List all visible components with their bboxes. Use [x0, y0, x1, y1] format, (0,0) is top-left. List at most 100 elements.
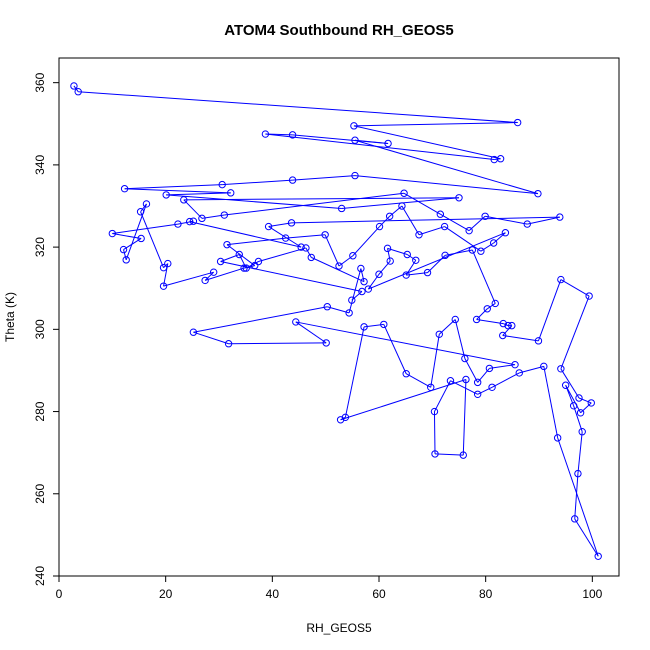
data-point [441, 251, 449, 260]
series-segment [220, 261, 363, 293]
data-point [499, 319, 507, 328]
data-point [349, 252, 357, 260]
series-segment [354, 175, 538, 195]
series-segment [476, 308, 488, 320]
series-segment [354, 139, 539, 195]
data-point [477, 247, 485, 255]
series-segment [491, 372, 520, 388]
data-point [120, 185, 129, 193]
series-segment [340, 379, 467, 421]
series-segment [265, 133, 293, 136]
series-segment [462, 379, 467, 456]
data-point [323, 303, 331, 311]
x-tick-label: 60 [372, 587, 386, 601]
series-segment [493, 232, 506, 244]
series-segment [434, 380, 451, 412]
data-point [569, 402, 578, 410]
series-segment [112, 233, 142, 239]
data-point [490, 155, 498, 164]
series-segment [265, 133, 495, 161]
data-point [159, 263, 168, 272]
data-point [430, 407, 439, 416]
data-point [540, 362, 548, 371]
y-tick-label: 280 [33, 401, 47, 421]
data-point [402, 271, 410, 279]
series-segment [204, 267, 245, 281]
series-segment [560, 295, 590, 369]
data-point [189, 217, 198, 225]
series-segment [433, 411, 436, 454]
series-segment [112, 223, 179, 235]
data-point [136, 208, 145, 216]
series-segment [295, 321, 327, 344]
data-point [198, 214, 206, 223]
series-segment [201, 214, 225, 219]
data-point [511, 360, 519, 369]
data-point [386, 257, 394, 265]
data-point [515, 369, 523, 377]
series-segment [166, 192, 231, 196]
series-segment [295, 321, 516, 366]
series-segment [78, 91, 518, 124]
series-segment [140, 211, 164, 268]
series-segment [327, 306, 350, 314]
data-point [292, 318, 300, 326]
data-point [142, 200, 151, 208]
series-segment [123, 249, 127, 260]
x-axis-label: RH_GEOS5 [306, 621, 372, 635]
data-point [119, 245, 128, 254]
series-segment [502, 325, 513, 336]
data-point [351, 136, 359, 144]
series-segment [226, 244, 256, 267]
data-point [264, 222, 273, 231]
data-point [180, 196, 188, 204]
series-segment [440, 213, 470, 232]
data-point [345, 309, 353, 317]
data-point [351, 171, 359, 180]
series-segment [430, 334, 440, 388]
data-point [459, 451, 467, 459]
data-point [261, 130, 270, 138]
series-segment [401, 205, 420, 236]
data-point [501, 229, 510, 237]
data-point [473, 390, 482, 398]
data-point [348, 296, 356, 304]
series-segment [189, 221, 302, 248]
data-point [235, 250, 243, 259]
y-axis: 240 260 280 300 320 340 360 [33, 72, 60, 586]
data-point [122, 256, 130, 264]
data-point [74, 88, 82, 96]
data-point [307, 253, 315, 262]
series-segment [228, 342, 327, 345]
data-point [251, 261, 259, 270]
data-point [594, 552, 602, 560]
y-tick-label: 340 [33, 155, 47, 175]
data-point [384, 139, 392, 148]
series-segment [560, 368, 580, 399]
data-point [302, 244, 310, 252]
data-point [383, 244, 392, 253]
data-point [491, 299, 499, 308]
data-point [70, 82, 78, 90]
data-point [209, 268, 218, 276]
series-segment [291, 216, 560, 224]
data-point [513, 118, 522, 127]
series-segment [348, 268, 362, 314]
data-point [412, 256, 420, 264]
series-segment [226, 237, 286, 246]
data-point [534, 337, 543, 345]
data-point [574, 469, 582, 478]
data-point [461, 354, 469, 363]
series-segment [383, 324, 407, 374]
data-point [223, 240, 231, 249]
data-point [561, 381, 570, 389]
data-point [400, 189, 408, 197]
data-point [446, 377, 455, 385]
series-segment [193, 331, 229, 345]
data-point [455, 194, 463, 202]
series-segment [238, 254, 247, 269]
chart-title: ATOM4 Southbound RH_GEOS5 [224, 22, 453, 39]
data-point [108, 229, 117, 238]
series-segment [360, 268, 365, 282]
data-point [472, 315, 481, 324]
